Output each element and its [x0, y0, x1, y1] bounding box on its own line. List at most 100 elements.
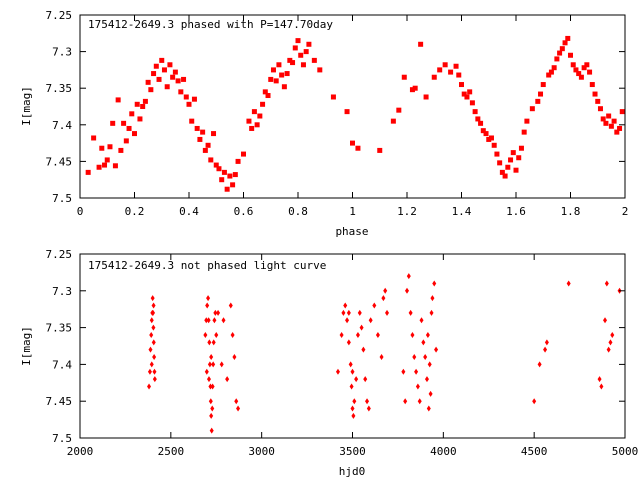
unphased-data-point	[209, 427, 214, 434]
phased-data-point	[529, 106, 535, 112]
unphased-y-tick-label: 7.35	[46, 322, 73, 335]
phased-data-point	[112, 163, 118, 169]
unphased-data-point	[208, 398, 213, 405]
phased-data-point	[565, 35, 571, 41]
phased-data-point	[292, 45, 298, 51]
phased-data-point	[603, 120, 609, 126]
phased-data-point	[401, 74, 407, 80]
unphased-data-point	[210, 405, 215, 412]
unphased-data-point	[366, 405, 371, 412]
unphased-data-point	[429, 309, 434, 316]
unphased-data-point	[381, 295, 386, 302]
phased-data-point	[377, 147, 383, 153]
unphased-y-tick-label: 7.25	[46, 248, 73, 261]
unphased-data-point	[604, 280, 609, 287]
phased-data-point	[287, 57, 293, 63]
phased-data-point	[491, 142, 497, 148]
phased-data-point	[189, 118, 195, 124]
phased-data-point	[480, 128, 486, 134]
phased-data-point	[459, 82, 464, 88]
phased-data-point	[91, 135, 97, 141]
phased-x-tick-label: 0	[77, 205, 84, 218]
unphased-data-point	[214, 331, 219, 338]
unphased-data-point	[355, 331, 360, 338]
unphased-data-point	[213, 309, 218, 316]
unphased-data-point	[425, 331, 430, 338]
unphased-data-point	[599, 383, 604, 390]
unphased-data-point	[350, 405, 355, 412]
unphased-data-point	[424, 376, 429, 383]
unphased-data-point	[151, 302, 156, 309]
unphased-data-point	[343, 302, 348, 309]
unphased-data-point	[405, 287, 409, 294]
unphased-data-point	[608, 339, 613, 346]
phased-data-point	[151, 71, 157, 77]
phased-data-point	[153, 63, 159, 69]
phased-data-point	[442, 62, 448, 68]
unphased-data-point	[149, 317, 154, 324]
unphased-plot: 2000 2500 3000 3500 4000 4500 5000 7.25 7.3 7.35…	[20, 248, 638, 478]
phased-data-point	[265, 93, 271, 99]
phased-x-tick-label: 1	[349, 205, 356, 218]
unphased-data-point	[359, 324, 364, 331]
unphased-data-point	[427, 361, 432, 368]
unphased-data-point	[152, 368, 157, 375]
phased-data-point	[219, 177, 225, 183]
unphased-data-point	[207, 361, 212, 368]
phased-data-point	[241, 151, 246, 157]
phased-x-tick-label: 1.6	[506, 205, 526, 218]
phased-data-point	[355, 145, 361, 151]
unphased-data-point	[225, 376, 230, 383]
unphased-data-point	[211, 361, 216, 368]
unphased-data-point	[610, 331, 615, 338]
unphased-data-point	[210, 383, 215, 390]
phased-data-point	[186, 101, 192, 107]
phased-data-point	[197, 136, 203, 142]
unphased-x-tick-label: 2500	[158, 445, 185, 458]
phased-data-point	[584, 62, 590, 68]
unphased-data-point	[335, 368, 340, 375]
phased-data-point	[172, 69, 178, 75]
phased-data-point	[578, 74, 584, 80]
unphased-data-point	[432, 280, 437, 287]
unphased-x-tick-label: 4500	[521, 445, 548, 458]
phased-data-point	[535, 98, 541, 104]
unphased-x-axis-label: hjd0	[339, 465, 366, 478]
unphased-data-point	[230, 331, 235, 338]
unphased-data-point	[354, 376, 359, 383]
phased-data-point	[559, 46, 565, 52]
unphased-data-point	[149, 331, 154, 338]
unphased-data-point	[206, 295, 211, 302]
phased-data-point	[260, 101, 266, 107]
phased-y-tick-label: 7.45	[46, 155, 73, 168]
phased-data-point	[295, 38, 301, 44]
phased-data-point	[298, 52, 304, 58]
phased-data-point	[431, 74, 437, 80]
phased-data-point	[469, 100, 475, 106]
phased-data-point	[453, 63, 459, 69]
phased-data-point	[273, 78, 279, 84]
unphased-data-point	[204, 317, 209, 324]
unphased-y-ticks: 7.25 7.3 7.35 7.4 7.45 7.5	[46, 248, 625, 445]
unphased-data-point	[419, 317, 424, 324]
phased-data-point	[134, 101, 140, 107]
phased-data-point	[156, 76, 162, 82]
phased-data-point	[224, 186, 230, 192]
phased-data-point	[568, 52, 573, 58]
unphased-data-point	[406, 273, 411, 280]
phased-data-point	[170, 74, 176, 80]
unphased-data-point	[428, 390, 433, 397]
unphased-data-point	[415, 383, 420, 390]
phased-data-point	[502, 173, 508, 179]
phased-data-point	[516, 155, 522, 161]
phased-data-point	[191, 96, 197, 102]
phased-data-point	[562, 40, 568, 46]
phased-data-point	[350, 140, 355, 146]
unphased-data-point	[372, 302, 377, 309]
phased-data-point	[576, 71, 582, 77]
phased-marks	[85, 35, 625, 192]
unphased-data-point	[408, 309, 413, 316]
phased-data-point	[390, 118, 396, 124]
unphased-data-point	[412, 354, 417, 361]
unphased-data-point	[566, 280, 571, 287]
